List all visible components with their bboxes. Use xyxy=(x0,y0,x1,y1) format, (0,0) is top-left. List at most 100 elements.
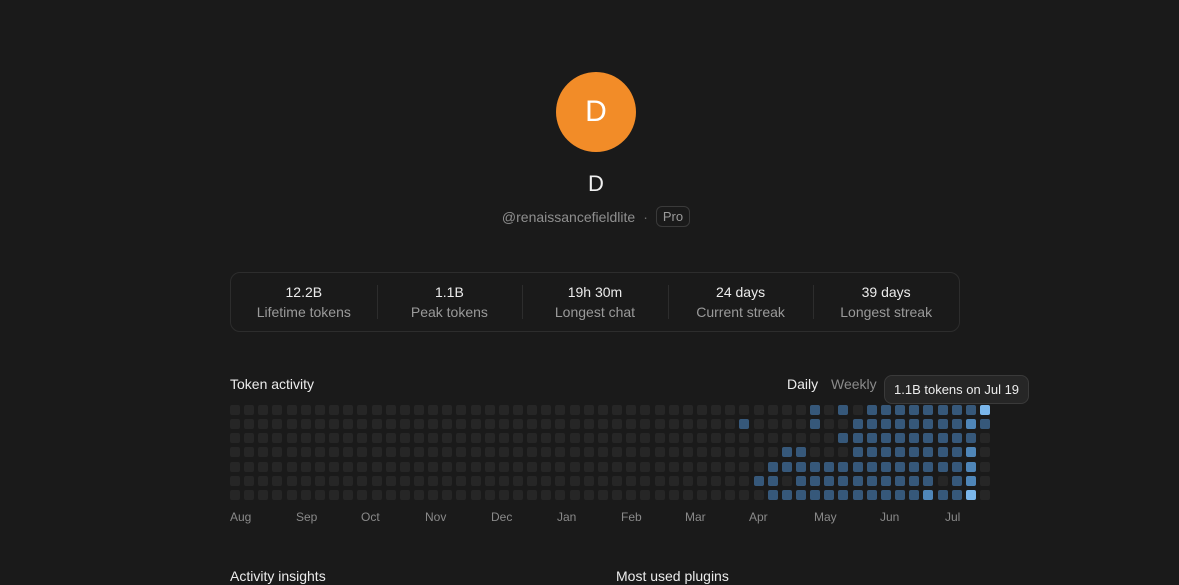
heatmap-cell[interactable] xyxy=(640,462,650,472)
heatmap-cell[interactable] xyxy=(796,433,806,443)
heatmap-cell[interactable] xyxy=(867,476,877,486)
heatmap-cell[interactable] xyxy=(867,462,877,472)
heatmap-cell[interactable] xyxy=(244,447,254,457)
heatmap-cell[interactable] xyxy=(372,462,382,472)
heatmap-cell[interactable] xyxy=(456,490,466,500)
heatmap-cell[interactable] xyxy=(471,419,481,429)
heatmap-cell[interactable] xyxy=(824,462,834,472)
heatmap-cell[interactable] xyxy=(287,405,297,415)
heatmap-cell[interactable] xyxy=(442,447,452,457)
heatmap-cell[interactable] xyxy=(768,476,778,486)
heatmap-cell[interactable] xyxy=(485,419,495,429)
heatmap-cell[interactable] xyxy=(329,476,339,486)
heatmap-cell[interactable] xyxy=(952,462,962,472)
heatmap-cell[interactable] xyxy=(739,405,749,415)
heatmap-cell[interactable] xyxy=(598,419,608,429)
heatmap-cell[interactable] xyxy=(683,447,693,457)
heatmap-cell[interactable] xyxy=(598,447,608,457)
heatmap-cell[interactable] xyxy=(938,419,948,429)
heatmap-cell[interactable] xyxy=(414,419,424,429)
heatmap-cell[interactable] xyxy=(471,433,481,443)
heatmap-cell[interactable] xyxy=(541,405,551,415)
heatmap-cell[interactable] xyxy=(555,433,565,443)
heatmap-cell[interactable] xyxy=(428,490,438,500)
heatmap-cell[interactable] xyxy=(867,433,877,443)
heatmap-cell[interactable] xyxy=(244,405,254,415)
heatmap-cell[interactable] xyxy=(400,405,410,415)
heatmap-cell[interactable] xyxy=(386,433,396,443)
heatmap-cell[interactable] xyxy=(626,462,636,472)
heatmap-cell[interactable] xyxy=(824,419,834,429)
heatmap-cell[interactable] xyxy=(895,447,905,457)
heatmap-cell[interactable] xyxy=(513,476,523,486)
heatmap-cell[interactable] xyxy=(739,419,749,429)
heatmap-cell[interactable] xyxy=(952,433,962,443)
heatmap-cell[interactable] xyxy=(527,462,537,472)
heatmap-cell[interactable] xyxy=(923,490,933,500)
heatmap-cell[interactable] xyxy=(386,490,396,500)
heatmap-cell[interactable] xyxy=(711,462,721,472)
heatmap-cell[interactable] xyxy=(400,419,410,429)
heatmap-cell[interactable] xyxy=(697,433,707,443)
heatmap-cell[interactable] xyxy=(499,447,509,457)
heatmap-cell[interactable] xyxy=(428,419,438,429)
heatmap-cell[interactable] xyxy=(938,490,948,500)
heatmap-cell[interactable] xyxy=(513,490,523,500)
heatmap-cell[interactable] xyxy=(796,419,806,429)
heatmap-cell[interactable] xyxy=(980,476,990,486)
heatmap-cell[interactable] xyxy=(640,490,650,500)
heatmap-cell[interactable] xyxy=(838,462,848,472)
heatmap-cell[interactable] xyxy=(895,490,905,500)
heatmap-cell[interactable] xyxy=(315,419,325,429)
heatmap-cell[interactable] xyxy=(357,476,367,486)
heatmap-cell[interactable] xyxy=(952,447,962,457)
heatmap-cell[interactable] xyxy=(343,433,353,443)
heatmap-cell[interactable] xyxy=(626,447,636,457)
heatmap-cell[interactable] xyxy=(626,490,636,500)
heatmap-cell[interactable] xyxy=(683,405,693,415)
heatmap-cell[interactable] xyxy=(442,419,452,429)
heatmap-cell[interactable] xyxy=(357,447,367,457)
heatmap-cell[interactable] xyxy=(640,405,650,415)
heatmap-cell[interactable] xyxy=(655,433,665,443)
heatmap-cell[interactable] xyxy=(655,419,665,429)
heatmap-cell[interactable] xyxy=(655,490,665,500)
heatmap-cell[interactable] xyxy=(513,447,523,457)
heatmap-cell[interactable] xyxy=(414,405,424,415)
heatmap-cell[interactable] xyxy=(244,419,254,429)
heatmap-cell[interactable] xyxy=(626,433,636,443)
heatmap-cell[interactable] xyxy=(867,447,877,457)
heatmap-cell[interactable] xyxy=(824,433,834,443)
heatmap-cell[interactable] xyxy=(612,405,622,415)
daily-toggle[interactable]: Daily xyxy=(787,376,819,392)
heatmap-cell[interactable] xyxy=(513,405,523,415)
heatmap-cell[interactable] xyxy=(640,447,650,457)
heatmap-cell[interactable] xyxy=(612,462,622,472)
heatmap-cell[interactable] xyxy=(838,476,848,486)
heatmap-cell[interactable] xyxy=(301,405,311,415)
heatmap-cell[interactable] xyxy=(725,433,735,443)
heatmap-cell[interactable] xyxy=(838,490,848,500)
heatmap-cell[interactable] xyxy=(442,433,452,443)
heatmap-cell[interactable] xyxy=(895,419,905,429)
heatmap-cell[interactable] xyxy=(527,433,537,443)
heatmap-cell[interactable] xyxy=(881,419,891,429)
heatmap-cell[interactable] xyxy=(725,476,735,486)
heatmap-cell[interactable] xyxy=(287,476,297,486)
heatmap-cell[interactable] xyxy=(966,476,976,486)
heatmap-cell[interactable] xyxy=(584,447,594,457)
heatmap-cell[interactable] xyxy=(768,433,778,443)
heatmap-cell[interactable] xyxy=(287,490,297,500)
heatmap-cell[interactable] xyxy=(485,433,495,443)
heatmap-cell[interactable] xyxy=(895,476,905,486)
heatmap-cell[interactable] xyxy=(570,476,580,486)
heatmap-cell[interactable] xyxy=(584,462,594,472)
heatmap-cell[interactable] xyxy=(640,419,650,429)
heatmap-cell[interactable] xyxy=(881,462,891,472)
heatmap-cell[interactable] xyxy=(938,433,948,443)
heatmap-cell[interactable] xyxy=(598,462,608,472)
heatmap-cell[interactable] xyxy=(853,405,863,415)
heatmap-cell[interactable] xyxy=(881,433,891,443)
heatmap-cell[interactable] xyxy=(315,433,325,443)
heatmap-cell[interactable] xyxy=(400,447,410,457)
